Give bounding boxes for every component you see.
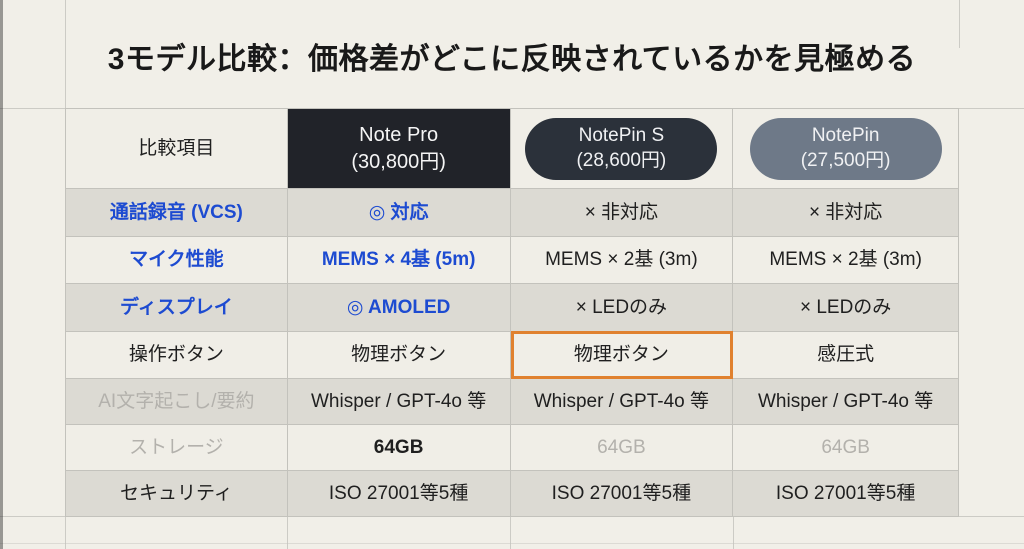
product-header-notepin-s: NotePin S (28,600円): [510, 109, 734, 189]
cell-notepin: × 非対応: [733, 189, 959, 237]
row-label: ディスプレイ: [66, 284, 288, 332]
cell-notepin-s: MEMS × 2基 (3m): [510, 237, 734, 284]
cell-note-pro: ◎ AMOLED: [287, 284, 511, 332]
product-price: (27,500円): [800, 149, 891, 171]
product-name: NotePin: [811, 124, 880, 146]
cell-notepin-s: × 非対応: [510, 189, 734, 237]
grid-line-col3-stub: [733, 516, 734, 549]
product-header-notepin: NotePin (27,500円): [733, 109, 959, 189]
cell-note-pro: ◎ 対応: [287, 189, 511, 237]
table-row-microphone: マイク性能 MEMS × 4基 (5m) MEMS × 2基 (3m) MEMS…: [66, 237, 959, 284]
cell-notepin-s: 物理ボタン: [510, 331, 734, 379]
grid-line-col2-stub: [510, 516, 511, 549]
cell-notepin-s: 64GB: [510, 425, 734, 471]
table-row-call-recording: 通話録音 (VCS) ◎ 対応 × 非対応 × 非対応: [66, 189, 959, 237]
product-badge-notepin: NotePin (27,500円): [749, 117, 942, 180]
grid-line-right: [959, 0, 960, 48]
table-row-control-buttons: 操作ボタン 物理ボタン 物理ボタン 感圧式: [66, 331, 959, 379]
cell-notepin: 64GB: [733, 425, 959, 471]
row-label: 通話録音 (VCS): [66, 189, 288, 237]
product-price: (30,800円): [351, 150, 446, 173]
row-label: ストレージ: [66, 425, 288, 471]
cell-notepin-s: Whisper / GPT-4o 等: [510, 379, 734, 425]
cell-notepin: × LEDのみ: [733, 284, 959, 332]
cell-notepin: Whisper / GPT-4o 等: [733, 379, 959, 425]
row-label: AI文字起こし/要約: [66, 379, 288, 425]
product-name: Note Pro: [359, 123, 439, 146]
table-header-row: 比較項目 Note Pro (30,800円) NotePin S (28,60…: [66, 109, 959, 189]
row-label: 操作ボタン: [66, 332, 288, 379]
table-row-storage: ストレージ 64GB 64GB 64GB: [66, 425, 959, 471]
cell-note-pro: Whisper / GPT-4o 等: [287, 379, 511, 425]
product-name: NotePin S: [578, 124, 665, 146]
frame-edge: [0, 0, 3, 549]
comparison-table: 比較項目 Note Pro (30,800円) NotePin S (28,60…: [65, 108, 959, 517]
header-compare-items-label: 比較項目: [66, 109, 288, 189]
grid-line-col1-stub: [287, 516, 288, 549]
table-row-security: セキュリティ ISO 27001等5種 ISO 27001等5種 ISO 270…: [66, 471, 959, 517]
cell-notepin-s: ISO 27001等5種: [510, 471, 734, 517]
product-price: (28,600円): [576, 149, 667, 171]
grid-line-footer: [0, 543, 1024, 544]
cell-notepin: 感圧式: [733, 332, 959, 379]
product-badge-notepin-s: NotePin S (28,600円): [525, 117, 718, 180]
table-row-ai-transcription: AI文字起こし/要約 Whisper / GPT-4o 等 Whisper / …: [66, 379, 959, 425]
product-header-note-pro: Note Pro (30,800円): [287, 109, 511, 189]
cell-note-pro: ISO 27001等5種: [287, 471, 511, 517]
row-label: セキュリティ: [66, 471, 288, 517]
cell-note-pro: MEMS × 4基 (5m): [287, 237, 511, 284]
table-row-display: ディスプレイ ◎ AMOLED × LEDのみ × LEDのみ: [66, 284, 959, 332]
cell-note-pro: 64GB: [287, 425, 511, 471]
cell-notepin: MEMS × 2基 (3m): [733, 237, 959, 284]
slide-title: 3モデル比較：価格差がどこに反映されているかを見極める: [107, 43, 917, 76]
row-label: マイク性能: [66, 237, 288, 284]
cell-notepin: ISO 27001等5種: [733, 471, 959, 517]
cell-note-pro: 物理ボタン: [287, 332, 511, 379]
cell-value: 物理ボタン: [573, 344, 669, 366]
cell-notepin-s: × LEDのみ: [510, 284, 734, 332]
